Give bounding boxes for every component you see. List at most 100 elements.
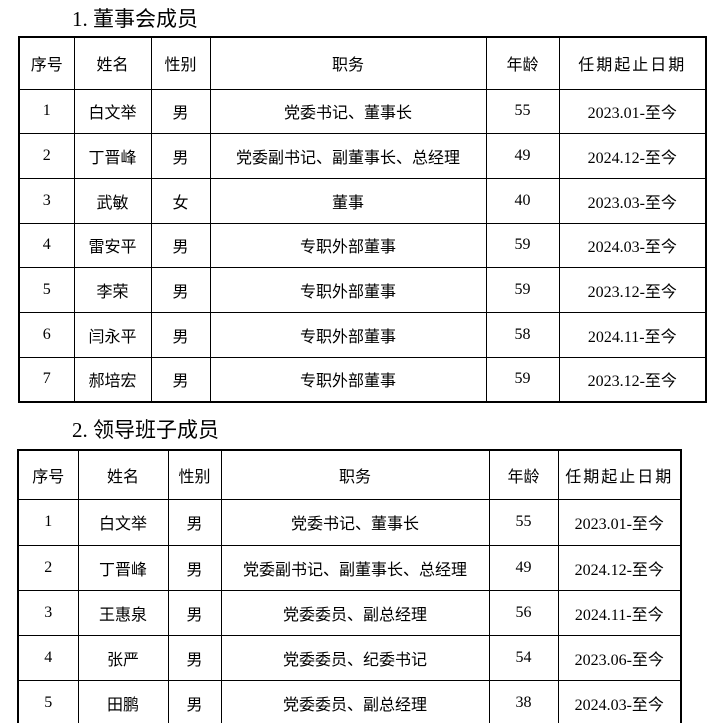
table-cell: 49 [488,544,559,591]
table-cell: 5 [18,267,75,313]
table-cell: 2 [17,544,79,591]
table-cell: 56 [488,589,559,636]
table-cell: 田鹏 [77,680,169,723]
table-cell: 2023.01-至今 [558,88,707,135]
header-row: 序号 姓名 性别 职务 年龄 任期起止日期 [18,36,707,90]
table-cell: 40 [485,177,560,224]
table-cell: 4 [18,222,75,269]
table-cell: 郝培宏 [73,356,152,403]
section-title-board-members: 1. 董事会成员 [72,7,198,31]
table-cell: 王惠泉 [77,589,169,636]
table-cell: 女 [150,177,211,224]
column-header-5: 任期起止日期 [558,36,707,90]
table-cell: 专职外部董事 [209,356,487,403]
table-cell: 党委委员、纪委书记 [220,634,490,682]
table-row: 2 丁晋峰男党委副书记、副董事长、总经理 49 2024.12-至今 [18,133,707,179]
table-cell: 55 [488,499,559,546]
table-cell: 武敏 [73,177,152,224]
table-cell: 59 [485,222,560,269]
table-cell: 白文举 [77,499,169,546]
table-cell: 49 [485,133,560,179]
table-cell: 2024.11-至今 [557,589,682,636]
column-header-3: 职务 [220,449,490,501]
table-cell: 54 [488,634,559,682]
table-cell: 男 [150,356,211,403]
table-row: 1 白文举男党委书记、董事长 55 2023.01-至今 [17,499,682,546]
table-cell: 2023.12-至今 [558,356,707,403]
column-header-5: 任期起止日期 [557,449,682,501]
table-cell: 2024.12-至今 [557,544,682,591]
column-header-4: 年龄 [488,449,559,501]
table-cell: 男 [150,311,211,358]
table-cell: 2023.06-至今 [557,634,682,682]
table-cell: 1 [17,499,79,546]
table-cell: 38 [488,680,559,723]
table-cell: 59 [485,356,560,403]
table-cell: 7 [18,356,75,403]
table-cell: 2023.03-至今 [558,177,707,224]
table-cell: 党委书记、董事长 [209,88,487,135]
table-cell: 董事 [209,177,487,224]
table-row: 6 闫永平男专职外部董事 58 2024.11-至今 [18,311,707,358]
column-header-3: 职务 [209,36,487,90]
table-cell: 3 [18,177,75,224]
table-cell: 专职外部董事 [209,267,487,313]
table-cell: 男 [167,589,222,636]
table-cell: 党委委员、副总经理 [220,680,490,723]
column-header-1: 姓名 [73,36,152,90]
table-cell: 丁晋峰 [73,133,152,179]
table-row: 4 张严男党委委员、纪委书记 54 2023.06-至今 [17,634,682,682]
column-header-2: 性别 [150,36,211,90]
table-cell: 2023.12-至今 [558,267,707,313]
column-header-0: 序号 [18,36,75,90]
board-members-table: 序号 姓名 性别 职务 年龄 任期起止日期 1 白文举男党委书记、董事长 55 2023.01-… [18,36,707,403]
table-cell: 3 [17,589,79,636]
table-cell: 2 [18,133,75,179]
column-header-1: 姓名 [77,449,169,501]
table-row: 2 丁晋峰男党委副书记、副董事长、总经理 49 2024.12-至今 [17,544,682,591]
table-row: 5 李荣男专职外部董事 59 2023.12-至今 [18,267,707,313]
table-cell: 张严 [77,634,169,682]
table-row: 3 王惠泉男党委委员、副总经理 56 2024.11-至今 [17,589,682,636]
table-cell: 党委书记、董事长 [220,499,490,546]
table-cell: 55 [485,88,560,135]
table-cell: 59 [485,267,560,313]
table-cell: 党委副书记、副董事长、总经理 [209,133,487,179]
table-cell: 丁晋峰 [77,544,169,591]
column-header-4: 年龄 [485,36,560,90]
table-cell: 专职外部董事 [209,311,487,358]
table-cell: 男 [167,680,222,723]
table-cell: 6 [18,311,75,358]
table-cell: 1 [18,88,75,135]
table-cell: 2023.01-至今 [557,499,682,546]
table-cell: 党委副书记、副董事长、总经理 [220,544,490,591]
table-row: 1 白文举男党委书记、董事长 55 2023.01-至今 [18,88,707,135]
table-cell: 2024.12-至今 [558,133,707,179]
column-header-0: 序号 [17,449,79,501]
table-cell: 男 [150,267,211,313]
header-row: 序号 姓名 性别 职务 年龄 任期起止日期 [17,449,682,501]
table-row: 5 田鹏男党委委员、副总经理 38 2024.03-至今 [17,680,682,723]
section-title-leadership-members: 2. 领导班子成员 [72,417,219,442]
table-cell: 58 [485,311,560,358]
table-cell: 男 [167,499,222,546]
table-cell: 党委委员、副总经理 [220,589,490,636]
table-row: 4 雷安平男专职外部董事 59 2024.03-至今 [18,222,707,269]
table-row: 7 郝培宏男专职外部董事 59 2023.12-至今 [18,356,707,403]
table-cell: 男 [167,634,222,682]
table-cell: 男 [150,88,211,135]
table-cell: 白文举 [73,88,152,135]
table-cell: 闫永平 [73,311,152,358]
table-cell: 男 [167,544,222,591]
table-cell: 4 [17,634,79,682]
table-cell: 2024.03-至今 [557,680,682,723]
table-cell: 专职外部董事 [209,222,487,269]
leadership-members-table: 序号 姓名 性别 职务 年龄 任期起止日期 1 白文举男党委书记、董事长 55 2023.01-… [17,448,682,723]
column-header-2: 性别 [167,449,222,501]
table-row: 3 武敏女董事 40 2023.03-至今 [18,177,707,224]
table-cell: 男 [150,133,211,179]
table-cell: 2024.03-至今 [558,222,707,269]
table-cell: 雷安平 [73,222,152,269]
table-cell: 男 [150,222,211,269]
